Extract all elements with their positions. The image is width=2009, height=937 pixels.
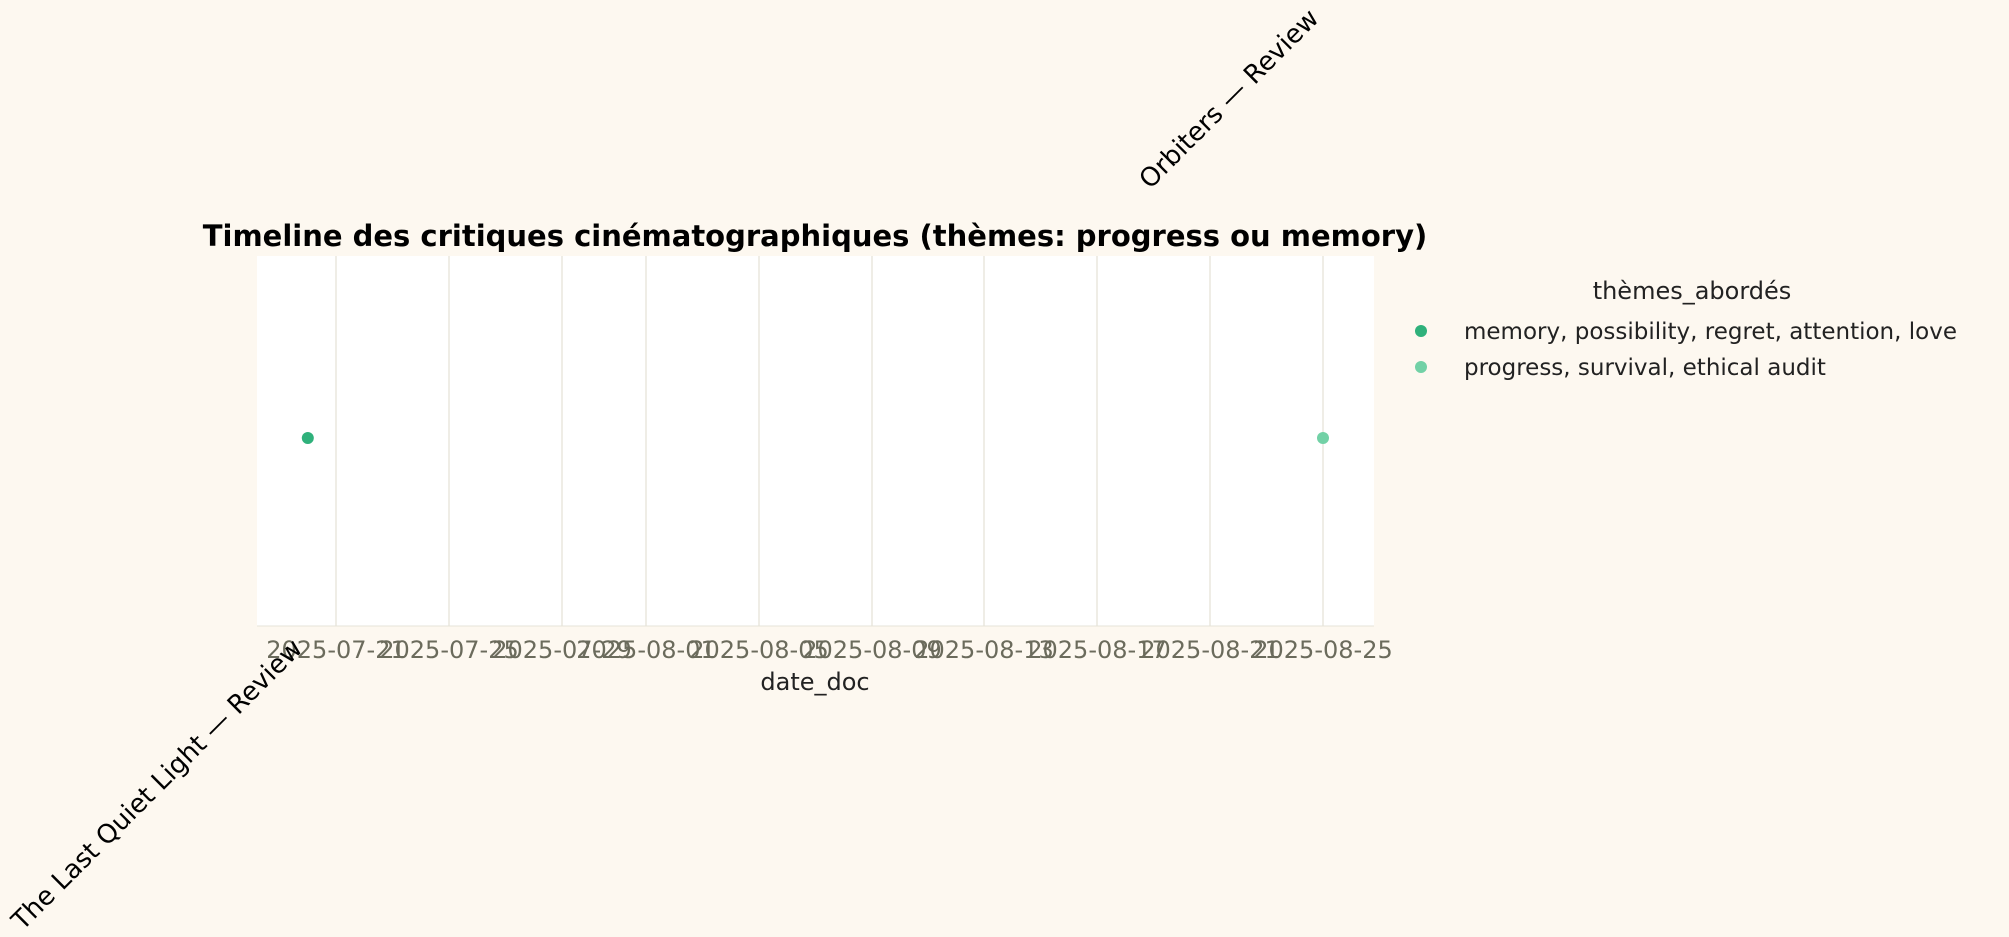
x-tick-labels: 2025-07-212025-07-252025-07-292025-08-01… <box>266 636 1392 664</box>
x-axis-label: date_doc <box>760 668 869 696</box>
point-label: The Last Quiet Light — Review <box>6 634 309 937</box>
x-tick-label: 2025-08-17 <box>1027 636 1166 664</box>
legend-marker-memory <box>1415 325 1427 337</box>
x-tick-label: 2025-07-25 <box>379 636 518 664</box>
chart-title: Timeline des critiques cinématographique… <box>203 219 1428 253</box>
x-tick-label: 2025-08-09 <box>802 636 941 664</box>
x-tick-label: 2025-07-21 <box>266 636 405 664</box>
x-tick-label: 2025-08-01 <box>576 636 715 664</box>
legend-marker-progress <box>1415 361 1427 373</box>
x-tick-label: 2025-07-29 <box>492 636 631 664</box>
x-tick-label: 2025-08-21 <box>1140 636 1279 664</box>
data-point <box>1317 432 1329 444</box>
x-tick-label: 2025-08-05 <box>689 636 828 664</box>
x-tick-label: 2025-08-25 <box>1253 636 1392 664</box>
legend: thèmes_abordés memory, possibility, regr… <box>1415 277 1957 381</box>
x-tick-label: 2025-08-13 <box>914 636 1053 664</box>
legend-title: thèmes_abordés <box>1593 277 1792 305</box>
legend-label-memory: memory, possibility, regret, attention, … <box>1464 319 1957 345</box>
grid-lines <box>335 256 1324 626</box>
plot-area <box>257 256 1374 626</box>
data-point <box>301 432 314 444</box>
legend-label-progress: progress, survival, ethical audit <box>1464 355 1826 381</box>
data-points <box>301 432 1329 444</box>
point-label: Orbiters — Review <box>1134 4 1325 195</box>
